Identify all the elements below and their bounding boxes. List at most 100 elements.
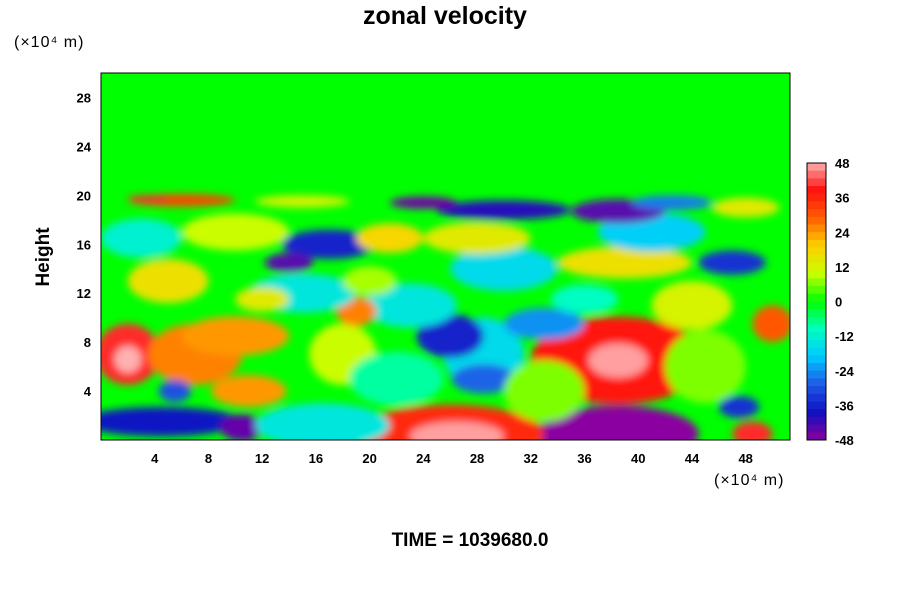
x-tick-label: 16 <box>309 451 323 466</box>
velocity-blob <box>181 213 290 251</box>
x-tick-label: 4 <box>151 451 159 466</box>
chart-title: zonal velocity <box>363 2 527 30</box>
velocity-blob <box>665 329 746 404</box>
colorbar-band <box>807 316 826 326</box>
x-tick-label: 40 <box>631 451 645 466</box>
colorbar-band <box>807 409 826 418</box>
x-tick-label: 48 <box>738 451 752 466</box>
colorbar-band <box>807 393 826 403</box>
velocity-blob <box>211 375 287 407</box>
velocity-blob <box>101 218 182 258</box>
colorbar-band <box>807 324 826 333</box>
velocity-blob <box>450 246 558 291</box>
velocity-blob <box>362 283 457 328</box>
colorbar-band <box>807 378 826 387</box>
colorbar-band <box>807 270 826 279</box>
y-tick-label: 12 <box>77 286 91 301</box>
velocity-blob <box>114 345 142 373</box>
velocity-blob <box>588 343 648 378</box>
colorbar-band <box>807 386 826 395</box>
colorbar-tick-label: 0 <box>835 295 842 310</box>
velocity-blob <box>342 266 397 296</box>
y-tick-label: 8 <box>84 335 91 350</box>
colorbar-tick-label: 24 <box>835 225 850 240</box>
colorbar-band <box>807 224 826 233</box>
y-tick-label: 20 <box>77 188 91 203</box>
colorbar-band <box>807 178 826 187</box>
colorbar-band <box>807 201 826 210</box>
contour-field <box>101 73 790 440</box>
colorbar-band <box>807 309 826 318</box>
colorbar-band <box>807 301 826 310</box>
velocity-blob <box>752 305 790 343</box>
velocity-blob <box>282 229 377 259</box>
colorbar-band <box>807 339 826 349</box>
velocity-blob <box>503 307 585 340</box>
colorbar-band <box>807 239 826 249</box>
time-label: TIME = 1039680.0 <box>391 530 549 551</box>
colorbar-tick-label: -12 <box>835 329 854 344</box>
velocity-blob <box>235 287 290 312</box>
velocity-blob <box>698 250 766 275</box>
x-tick-label: 24 <box>416 451 431 466</box>
velocity-blob <box>451 364 517 394</box>
velocity-blob <box>423 222 531 255</box>
velocity-blob <box>356 223 424 253</box>
colorbar-band <box>807 209 826 218</box>
colorbar-band <box>807 263 826 272</box>
velocity-blob <box>389 196 457 209</box>
colorbar-tick-label: 12 <box>835 260 849 275</box>
colorbar-tick-label: 36 <box>835 191 849 206</box>
velocity-blob <box>651 280 733 330</box>
colorbar-band <box>807 332 826 341</box>
colorbar-band <box>807 163 826 172</box>
y-tick-label: 16 <box>77 237 91 252</box>
velocity-blob <box>158 380 191 403</box>
velocity-blob <box>631 195 713 211</box>
colorbar-band <box>807 232 826 241</box>
colorbar-tick-label: -24 <box>835 364 855 379</box>
x-tick-label: 28 <box>470 451 484 466</box>
colorbar-tick-label: 48 <box>835 156 849 171</box>
colorbar-band <box>807 424 826 433</box>
colorbar-band <box>807 278 826 287</box>
y-tick-labels: 4 8 12 16 20 24 28 <box>77 90 92 399</box>
y-axis-unit: (×10⁴ m) <box>14 34 85 51</box>
velocity-blob <box>732 421 773 440</box>
x-tick-label: 36 <box>577 451 591 466</box>
velocity-blob <box>127 195 169 203</box>
colorbar-band <box>807 286 826 295</box>
x-tick-labels: 4 8 12 16 20 24 28 32 36 40 44 48 <box>151 451 753 466</box>
velocity-blob <box>220 414 264 440</box>
colorbar-band <box>807 255 826 264</box>
x-tick-label: 32 <box>524 451 538 466</box>
colorbar-band <box>807 193 826 202</box>
colorbar-band <box>807 370 826 379</box>
colorbar-band <box>807 186 826 195</box>
colorbar-band <box>807 293 826 302</box>
velocity-blob <box>550 284 619 314</box>
colorbar-band <box>807 170 826 179</box>
colorbar-band <box>807 401 826 410</box>
velocity-blob <box>349 351 444 406</box>
y-tick-label: 28 <box>77 90 91 105</box>
x-tick-label: 12 <box>255 451 269 466</box>
x-tick-label: 8 <box>205 451 212 466</box>
velocity-blob <box>537 405 699 440</box>
velocity-blob <box>255 195 350 208</box>
y-tick-label: 4 <box>84 384 92 399</box>
velocity-blob <box>127 258 209 303</box>
x-tick-label: 20 <box>362 451 376 466</box>
velocity-blob <box>712 197 780 218</box>
colorbar-band <box>807 347 826 356</box>
velocity-blob <box>255 403 390 440</box>
colorbar-band <box>807 363 826 372</box>
velocity-blob <box>181 316 290 356</box>
velocity-blob <box>718 395 760 418</box>
velocity-blob <box>503 360 585 422</box>
velocity-blob <box>557 246 692 279</box>
velocity-blob <box>101 406 242 437</box>
colorbar-band <box>807 216 826 226</box>
colorbar-band <box>807 432 826 441</box>
